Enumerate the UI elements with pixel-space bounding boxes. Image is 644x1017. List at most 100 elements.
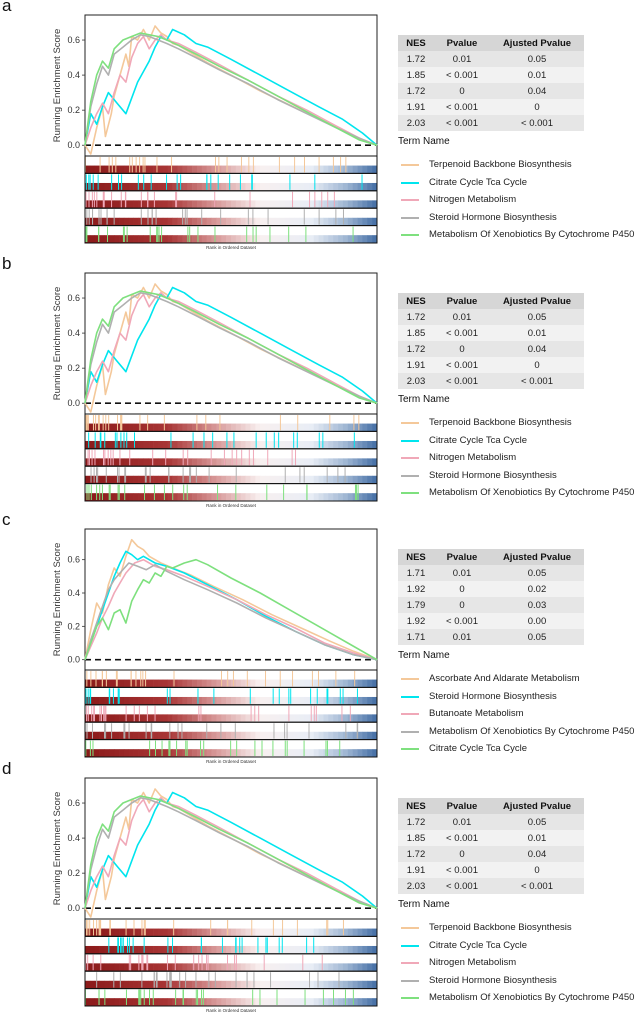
rank-color-segment <box>279 182 285 191</box>
table-cell: 0 <box>490 862 584 878</box>
rank-color-segment <box>313 458 319 467</box>
rank-color-segment <box>362 679 368 688</box>
legend-label: Citrate Cycle Tca Cycle <box>429 176 528 188</box>
rank-color-segment <box>231 998 237 1006</box>
x-axis-label: Rank in Ordered Dataset <box>206 503 257 508</box>
rank-color-segment <box>158 217 164 226</box>
rank-color-segment <box>99 749 105 757</box>
rank-color-segment <box>99 731 105 740</box>
rank-color-segment <box>201 998 207 1006</box>
rank-color-segment <box>299 200 305 209</box>
rank-color-segment <box>221 749 227 757</box>
rank-color-segment <box>123 749 130 757</box>
rank-color-segment <box>333 423 339 432</box>
rank-color-segment <box>289 731 295 740</box>
rank-color-segment <box>240 714 246 723</box>
rank-color-segment <box>85 714 91 723</box>
rank-color-segment <box>294 200 300 209</box>
rank-color-segment <box>372 235 378 243</box>
rank-color-segment <box>187 963 193 972</box>
rank-color-segment <box>182 458 188 467</box>
rank-color-segment <box>347 440 353 449</box>
rank-color-segment <box>352 217 358 226</box>
rank-color-segment <box>216 980 222 989</box>
rank-color-segment <box>114 998 120 1006</box>
rank-color-segment <box>172 731 178 740</box>
rank-color-segment <box>318 714 324 723</box>
rank-color-segment <box>187 440 193 449</box>
hit-strip-2 <box>84 430 378 450</box>
rank-color-segment <box>177 731 183 740</box>
table-row: 1.92 < 0.001 0.00 <box>398 613 584 629</box>
rank-color-segment <box>255 182 261 191</box>
rank-color-segment <box>99 423 105 432</box>
rank-color-segment <box>357 998 363 1006</box>
legend: Term Name Ascorbate And Aldarate Metaboli… <box>398 650 634 760</box>
rank-color-segment <box>323 679 329 688</box>
rank-color-segment <box>269 945 276 954</box>
rank-color-segment <box>196 200 203 209</box>
rank-color-segment <box>85 475 91 484</box>
rank-color-segment <box>182 235 188 243</box>
table-cell: 0.02 <box>490 581 584 597</box>
rank-color-segment <box>128 458 134 467</box>
rank-color-segment <box>104 998 110 1006</box>
rank-color-segment <box>182 200 188 209</box>
rank-color-segment <box>206 679 212 688</box>
rank-color-segment <box>114 749 120 757</box>
rank-color-segment <box>119 679 125 688</box>
rank-color-segment <box>128 440 134 449</box>
rank-color-segment <box>255 963 261 972</box>
rank-color-segment <box>255 679 261 688</box>
rank-color-segment <box>128 493 134 501</box>
rank-color-segment <box>196 217 203 226</box>
rank-color-segment <box>104 731 110 740</box>
rank-color-segment <box>279 423 285 432</box>
table-row: 1.85 < 0.001 0.01 <box>398 830 584 846</box>
table-cell: 0.01 <box>490 325 584 341</box>
rank-color-segment <box>235 679 242 688</box>
rank-color-segment <box>158 963 164 972</box>
rank-color-segment <box>250 679 256 688</box>
rank-color-segment <box>274 423 280 432</box>
legend-swatch <box>401 997 419 999</box>
rank-color-segment <box>167 165 173 174</box>
rank-color-segment <box>265 998 271 1006</box>
legend-item: Steroid Hormone Biosynthesis <box>398 469 557 487</box>
rank-color-segment <box>294 714 300 723</box>
rank-color-segment <box>342 440 349 449</box>
rank-color-segment <box>323 475 329 484</box>
plot-frame <box>84 272 378 415</box>
legend-label: Metabolism Of Xenobiotics By Cytochrome … <box>429 229 635 240</box>
rank-color-segment <box>192 182 198 191</box>
table-header: Pvalue <box>434 35 490 51</box>
rank-color-segment <box>352 423 358 432</box>
table-cell: < 0.001 <box>434 862 490 878</box>
rank-color-segment <box>240 182 246 191</box>
rank-color-segment <box>318 928 324 937</box>
gsea-plot: 0.0 0.2 0.4 0.6 Running Enrichment Score Rank… <box>52 777 378 1013</box>
rank-color-segment <box>158 493 164 501</box>
rank-color-segment <box>333 731 339 740</box>
rank-color-segment <box>143 998 149 1006</box>
rank-color-segment <box>367 440 373 449</box>
rank-color-segment <box>226 235 232 243</box>
rank-color-segment <box>313 696 319 705</box>
rank-color-segment <box>308 928 315 937</box>
rank-color-segment <box>250 749 256 757</box>
table-row: 2.03 < 0.001 < 0.001 <box>398 878 584 894</box>
rank-color-segment <box>138 696 144 705</box>
rank-color-segment <box>255 998 261 1006</box>
legend-swatch <box>401 730 419 733</box>
table-row: 2.03 < 0.001 < 0.001 <box>398 373 584 389</box>
hit-strip-3 <box>84 448 378 467</box>
rank-color-segment <box>196 458 203 467</box>
rank-color-segment <box>201 679 207 688</box>
rank-color-segment <box>99 945 105 954</box>
rank-color-segment <box>182 493 188 501</box>
legend-swatch <box>401 234 419 236</box>
rank-color-segment <box>240 475 246 484</box>
rank-color-segment <box>289 998 295 1006</box>
rank-color-segment <box>299 440 305 449</box>
rank-color-segment <box>221 714 227 723</box>
